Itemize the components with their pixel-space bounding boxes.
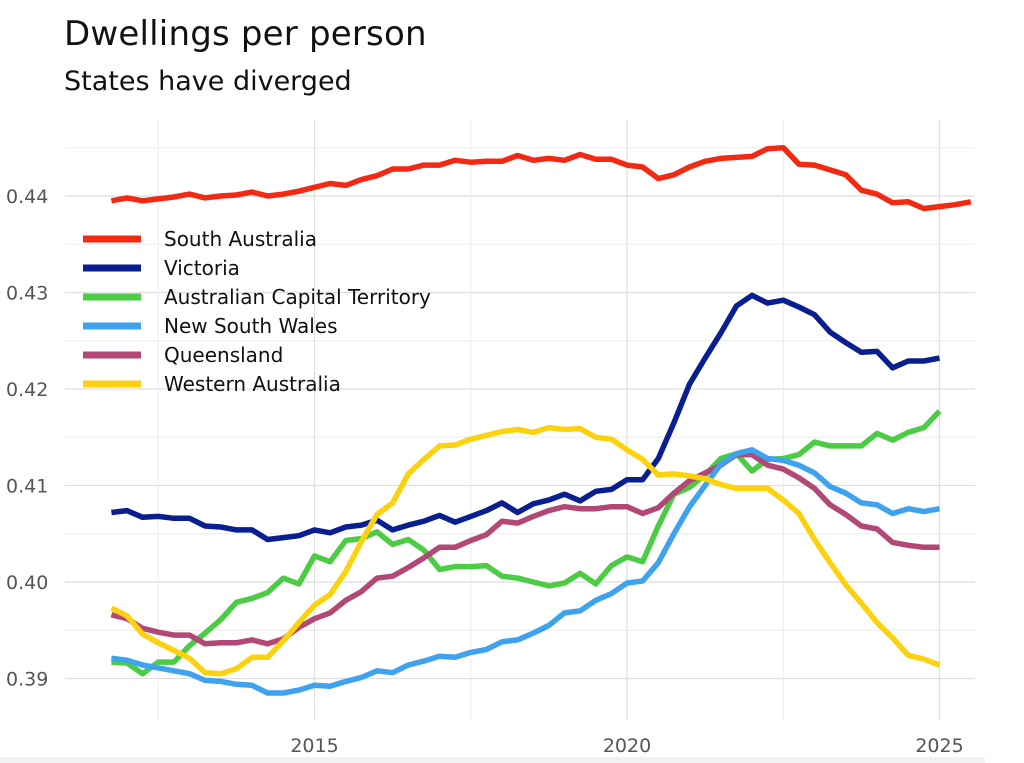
series-line-victoria: [111, 292, 941, 543]
series-line-new-south-wales: [111, 447, 941, 696]
legend-label: South Australia: [164, 227, 317, 251]
x-tick-label: 2020: [603, 735, 651, 757]
series-line-south-australia: [110, 144, 972, 212]
y-tick-label: 0.43: [6, 283, 48, 305]
x-tick-label: 2025: [915, 735, 963, 757]
series-lines: [110, 144, 972, 696]
legend-label: New South Wales: [164, 314, 338, 338]
x-axis-ticks: 2015 2020 2025: [290, 735, 963, 757]
x-tick-label: 2015: [290, 735, 338, 757]
legend-label: Western Australia: [164, 372, 341, 396]
legend-label: Australian Capital Territory: [164, 285, 431, 309]
grid: [65, 120, 975, 720]
y-tick-label: 0.44: [6, 186, 48, 208]
y-axis-ticks: 0.39 0.40 0.41 0.42 0.43 0.44: [6, 186, 48, 691]
chart-title: Dwellings per person: [64, 14, 427, 54]
y-tick-label: 0.41: [6, 476, 48, 498]
series-line-queensland: [110, 451, 940, 647]
y-tick-label: 0.42: [6, 379, 48, 401]
y-tick-label: 0.39: [6, 669, 48, 691]
legend-label: Queensland: [164, 343, 283, 367]
legend-label: Victoria: [164, 256, 240, 280]
series-line-western-australia: [110, 424, 941, 677]
footer-strip: [0, 757, 985, 763]
series-line-australian-capital-territory: [111, 409, 942, 677]
y-tick-label: 0.40: [6, 572, 48, 594]
legend: South Australia Victoria Australian Capita…: [83, 227, 431, 396]
chart-subtitle: States have diverged: [64, 66, 352, 97]
